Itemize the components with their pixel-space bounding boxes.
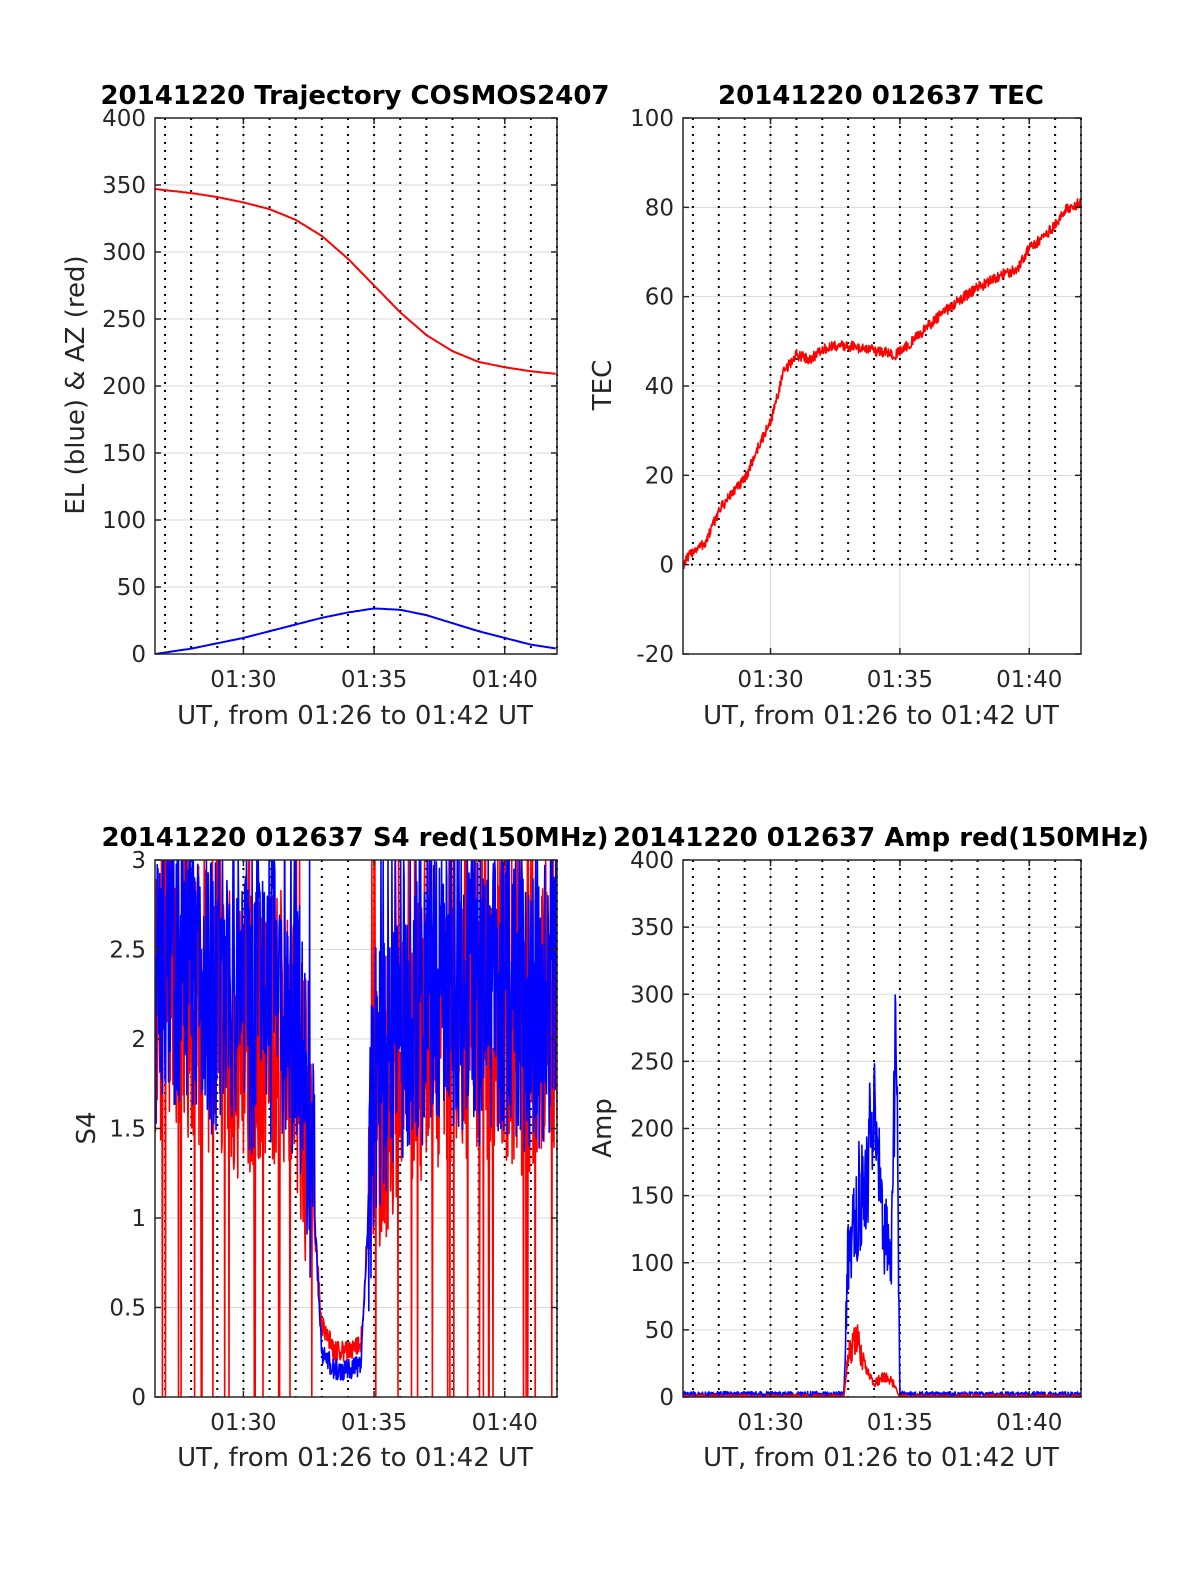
amp-xtick-label-0: 01:30: [737, 1410, 803, 1436]
trajectory-ytick-label-4: 200: [102, 374, 146, 400]
trajectory-ytick-label-3: 150: [102, 441, 146, 467]
panel-trajectory: 20141220 Trajectory COSMOS2407 UT, from …: [61, 81, 610, 731]
trajectory-ytick-label-8: 400: [102, 106, 146, 132]
amp-title: 20141220 012637 Amp red(150MHz): [613, 823, 1149, 853]
s4-ytick-label-4: 2: [131, 1027, 146, 1053]
amp-ytick-label-5: 250: [630, 1049, 674, 1075]
amp-xtick-label-1: 01:35: [867, 1410, 933, 1436]
amp-xlabel: UT, from 01:26 to 01:42 UT: [703, 1443, 1059, 1473]
amp-ytick-label-3: 150: [630, 1184, 674, 1210]
tec-xtick-label-0: 01:30: [737, 667, 803, 693]
s4-ytick-label-1: 0.5: [109, 1296, 146, 1322]
amp-ytick-label-6: 300: [630, 982, 674, 1008]
trajectory-series-0: [155, 188, 556, 375]
trajectory-ytick-label-2: 100: [102, 508, 146, 534]
panel-amp: 20141220 012637 Amp red(150MHz) UT, from…: [588, 823, 1149, 1473]
trajectory-xtick-label-2: 01:40: [472, 667, 538, 693]
tec-series: [683, 198, 1081, 570]
tec-series-0: [683, 198, 1081, 570]
tec-ytick-label-0: -20: [636, 642, 674, 668]
s4-ylabel: S4: [72, 1111, 102, 1144]
trajectory-ytick-label-1: 50: [117, 575, 146, 601]
amp-ylabel: Amp: [588, 1098, 618, 1158]
s4-ytick-label-0: 0: [131, 1385, 146, 1411]
trajectory-ytick-label-7: 350: [102, 173, 146, 199]
s4-ytick-label-6: 3: [131, 848, 146, 874]
s4-ytick-label-2: 1: [131, 1206, 146, 1232]
tec-ytick-label-5: 80: [645, 195, 674, 221]
amp-ytick-label-2: 100: [630, 1251, 674, 1277]
s4-xtick-label-2: 01:40: [472, 1410, 538, 1436]
panel-tec: 20141220 012637 TEC UT, from 01:26 to 01…: [588, 81, 1082, 731]
amp-xtick-label-2: 01:40: [996, 1410, 1062, 1436]
s4-ytick-label-3: 1.5: [109, 1117, 146, 1143]
s4-xlabel: UT, from 01:26 to 01:42 UT: [177, 1443, 533, 1473]
tec-ytick-label-3: 40: [645, 374, 674, 400]
s4-series: [155, 860, 557, 1397]
amp-ytick-label-0: 0: [659, 1385, 674, 1411]
trajectory-series-1: [155, 607, 556, 654]
tec-ylabel: TEC: [588, 360, 618, 411]
s4-title: 20141220 012637 S4 red(150MHz): [101, 823, 608, 853]
tec-xtick-label-1: 01:35: [867, 667, 933, 693]
s4-ytick-label-5: 2.5: [109, 938, 146, 964]
s4-xtick-label-1: 01:35: [341, 1410, 407, 1436]
tec-ytick-label-4: 60: [645, 285, 674, 311]
amp-ytick-label-7: 350: [630, 915, 674, 941]
panel-s4: 20141220 012637 S4 red(150MHz) UT, from …: [72, 823, 609, 1473]
trajectory-series: [155, 188, 556, 654]
s4-xtick-label-0: 01:30: [210, 1410, 276, 1436]
tec-ytick-label-6: 100: [630, 106, 674, 132]
trajectory-ytick-label-0: 0: [131, 642, 146, 668]
trajectory-title: 20141220 Trajectory COSMOS2407: [100, 81, 609, 111]
trajectory-ylabel: EL (blue) & AZ (red): [61, 255, 91, 514]
trajectory-ytick-label-5: 250: [102, 307, 146, 333]
trajectory-ytick-label-6: 300: [102, 240, 146, 266]
amp-ytick-label-8: 400: [630, 848, 674, 874]
trajectory-xtick-label-0: 01:30: [210, 667, 276, 693]
s4-series-1: [155, 860, 557, 1381]
amp-ytick-label-4: 200: [630, 1117, 674, 1143]
tec-ytick-label-1: 0: [659, 553, 674, 579]
tec-title: 20141220 012637 TEC: [718, 81, 1044, 111]
trajectory-xlabel: UT, from 01:26 to 01:42 UT: [177, 701, 533, 731]
tec-ytick-label-2: 20: [645, 463, 674, 489]
trajectory-xtick-label-1: 01:35: [341, 667, 407, 693]
amp-ytick-label-1: 50: [645, 1318, 674, 1344]
tec-xtick-label-2: 01:40: [996, 667, 1062, 693]
tec-xlabel: UT, from 01:26 to 01:42 UT: [703, 701, 1059, 731]
